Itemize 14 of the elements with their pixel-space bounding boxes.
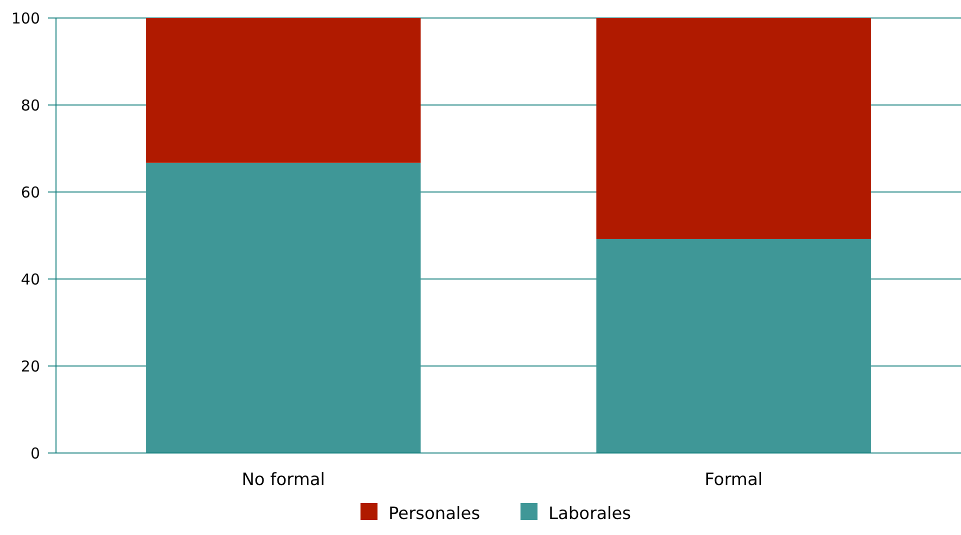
bar <box>146 162 421 453</box>
x-tick-label: No formal <box>242 470 326 490</box>
legend-label: Personales <box>388 504 480 524</box>
y-tick-label: 20 <box>20 357 40 376</box>
bar <box>596 18 871 239</box>
y-tick-label: 40 <box>20 270 40 288</box>
y-tick-label: 100 <box>11 9 40 28</box>
legend-label: Laborales <box>548 504 632 524</box>
bar <box>596 238 871 453</box>
y-tick-label: 60 <box>20 183 40 202</box>
x-tick-label: Formal <box>704 470 763 490</box>
y-tick-label: 0 <box>30 444 40 462</box>
bar <box>146 18 421 163</box>
y-tick-label: 80 <box>20 96 40 114</box>
